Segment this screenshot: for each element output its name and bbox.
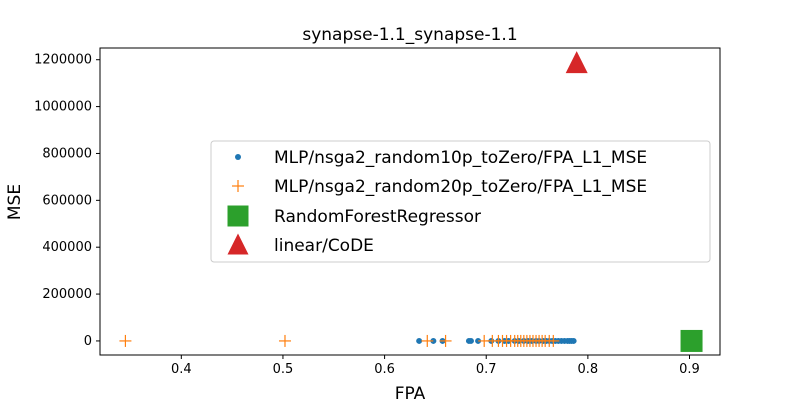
legend-label: RandomForestRegressor [274,207,481,227]
data-point-plus [547,334,560,347]
legend-marker-triangle [227,233,249,255]
y-tick-label: 0 [84,334,92,349]
y-tick-label: 800000 [42,146,92,161]
legend-label: MLP/nsga2_random20p_toZero/FPA_L1_MSE [274,177,647,197]
plot-frame [99,47,721,356]
y-axis-label: MSE [5,184,25,220]
legend-marker-circle [235,154,241,160]
x-tick-label: 0.8 [578,362,599,377]
y-tick-label: 200000 [42,287,92,302]
x-tick-label: 0.5 [273,362,294,377]
data-point-plus [421,334,434,347]
legend-marker-plus [232,180,244,192]
y-tick-label: 600000 [42,193,92,208]
x-axis-ticks: 0.4 0.5 0.6 0.7 0.8 0.9 [171,355,700,377]
data-point-circle [570,337,577,344]
data-points [119,51,703,352]
y-tick-label: 1200000 [34,53,92,68]
legend-label: MLP/nsga2_random10p_toZero/FPA_L1_MSE [274,148,647,168]
legend-box [210,140,711,263]
y-tick-label: 400000 [42,240,92,255]
data-point-circle [416,337,423,344]
data-point-circle [430,337,437,344]
data-point-plus [439,334,452,347]
y-axis-ticks: 0 200000 400000 600000 800000 1000000 1200000 [34,53,100,349]
chart-title: synapse-1.1_synapse-1.1 [302,25,517,45]
y-tick-label: 1000000 [34,100,92,115]
data-point-plus [278,334,291,347]
legend-label: linear/CoDE [274,236,374,256]
x-axis-label: FPA [395,384,426,400]
data-point-circle [475,337,482,344]
x-tick-label: 0.7 [476,362,497,377]
data-point-triangle [565,51,588,74]
x-tick-label: 0.6 [374,362,395,377]
x-tick-label: 0.4 [171,362,192,377]
legend: MLP/nsga2_random10p_toZero/FPA_L1_MSE MLP… [210,140,711,263]
x-tick-label: 0.9 [679,362,700,377]
data-point-square [680,329,703,352]
legend-marker-square [227,205,249,227]
data-point-plus [119,334,132,347]
data-point-circle [467,337,474,344]
